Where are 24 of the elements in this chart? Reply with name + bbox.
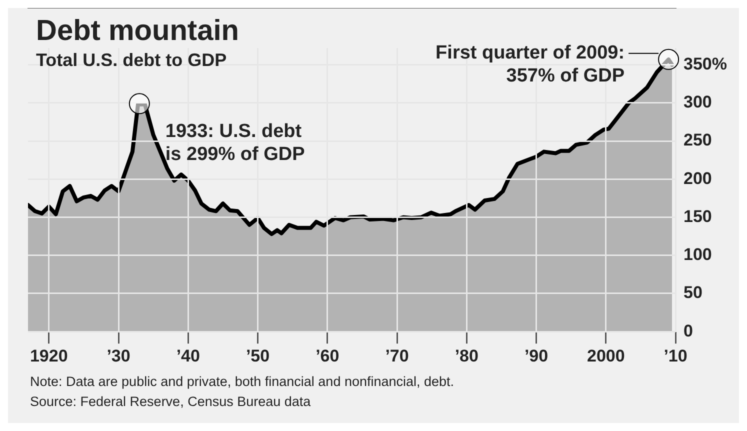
y-tick-label: 200 xyxy=(684,168,712,188)
y-tick-label: 0 xyxy=(684,321,693,340)
x-tick-label: ’90 xyxy=(524,346,548,366)
x-tick-label: ’80 xyxy=(454,346,478,366)
y-tick-label: 150 xyxy=(684,206,712,226)
x-tick-label: ’70 xyxy=(385,346,409,366)
annotation: 1933: U.S. debt is 299% of GDP xyxy=(165,120,306,165)
x-tick-label: ’50 xyxy=(246,346,270,366)
x-tick-label: ’40 xyxy=(176,346,200,366)
chart-subtitle: Total U.S. debt to GDP xyxy=(36,49,228,72)
y-tick-label: 50 xyxy=(684,283,702,302)
x-tick-label: 2000 xyxy=(586,346,625,366)
source-note: Source: Federal Reserve, Census Bureau data xyxy=(30,393,312,411)
y-tick-label: 250 xyxy=(684,130,712,150)
y-tick-label: 350% xyxy=(684,54,728,74)
y-tick-label: 300 xyxy=(684,92,712,112)
annotation: First quarter of 2009: 357% of GDP xyxy=(436,42,625,87)
y-tick-label: 100 xyxy=(684,245,712,264)
x-tick-label: ’60 xyxy=(316,346,340,366)
x-tick-label: ’10 xyxy=(664,346,688,366)
text: Note: Data are public and private, both financial and nonfinancial, debt. xyxy=(30,373,454,391)
x-tick-label: ’30 xyxy=(106,346,130,366)
x-tick-label: 1920 xyxy=(30,346,68,366)
chart-title: Debt mountain xyxy=(36,14,239,48)
